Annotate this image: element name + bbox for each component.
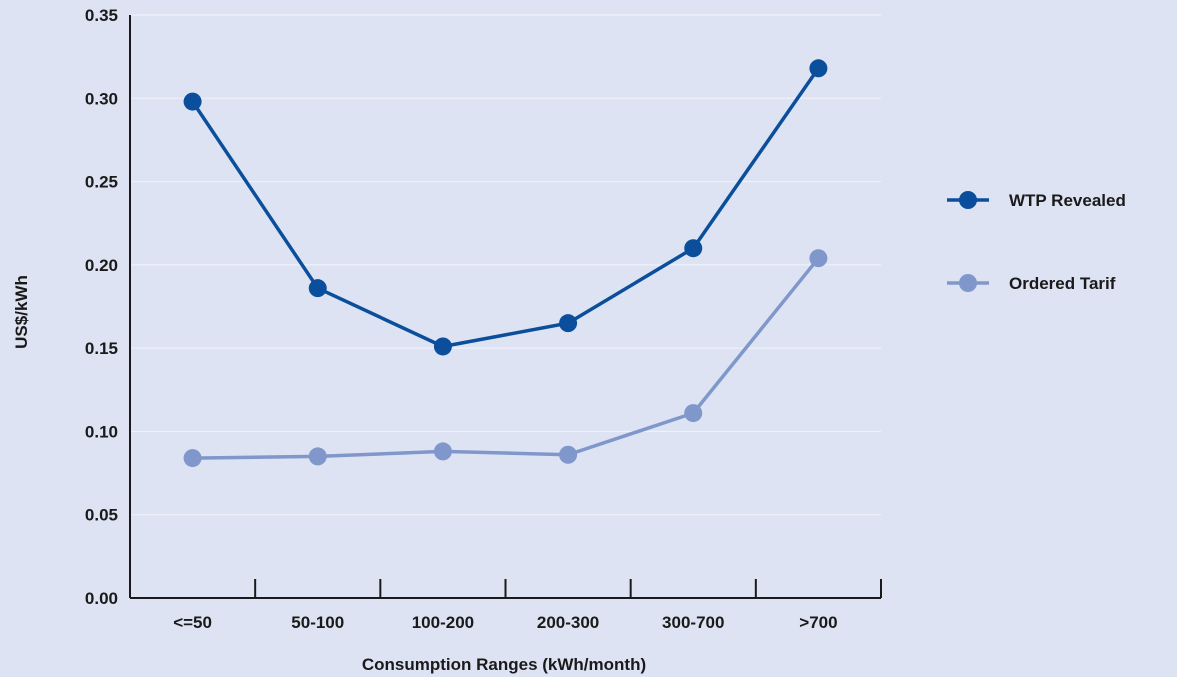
data-point — [809, 249, 828, 268]
y-tick-label: 0.05 — [85, 506, 118, 525]
series — [183, 59, 828, 468]
y-tick-label: 0.25 — [85, 173, 118, 192]
y-tick-label: 0.35 — [85, 6, 118, 25]
legend: WTP Revealed Ordered Tarif — [947, 191, 1126, 293]
y-tick-label: 0.10 — [85, 422, 118, 441]
data-point — [308, 279, 327, 298]
data-point — [684, 404, 703, 423]
series-line — [192, 257, 820, 460]
legend-label: Ordered Tarif — [1009, 274, 1116, 293]
data-point — [559, 314, 578, 333]
data-point — [308, 447, 327, 466]
x-tick-labels: <=50 50-100 100-200 200-300 300-700 >700 — [173, 613, 837, 632]
y-axis-title: US$/kWh — [12, 275, 31, 349]
x-tick-label: 300-700 — [662, 613, 724, 632]
data-point — [183, 449, 202, 468]
data-point — [684, 239, 703, 258]
y-tick-label: 0.15 — [85, 339, 118, 358]
x-tick-label: 50-100 — [291, 613, 344, 632]
x-tick-label: 100-200 — [412, 613, 474, 632]
legend-marker — [959, 274, 977, 292]
x-tick-label: >700 — [799, 613, 837, 632]
y-tick-label: 0.20 — [85, 256, 118, 275]
y-tick-label: 0.30 — [85, 89, 118, 108]
y-tick-labels: 0.00 0.05 0.10 0.15 0.20 0.25 0.30 0.35 — [85, 6, 118, 608]
data-point — [433, 337, 452, 356]
legend-label: WTP Revealed — [1009, 191, 1126, 210]
x-tick-label: 200-300 — [537, 613, 599, 632]
gridlines — [130, 14, 881, 516]
data-point — [809, 59, 828, 78]
axes — [129, 15, 882, 599]
legend-marker — [959, 191, 977, 209]
series-line — [191, 67, 820, 349]
data-point — [433, 442, 452, 461]
x-tick-label: <=50 — [173, 613, 212, 632]
data-point — [183, 92, 202, 111]
y-tick-label: 0.00 — [85, 589, 118, 608]
x-axis-title: Consumption Ranges (kWh/month) — [362, 655, 646, 674]
data-point — [559, 445, 578, 464]
